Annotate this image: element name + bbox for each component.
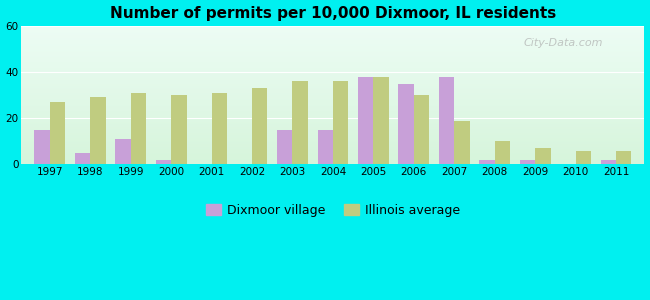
Title: Number of permits per 10,000 Dixmoor, IL residents: Number of permits per 10,000 Dixmoor, IL… bbox=[110, 6, 556, 21]
Bar bbox=[373, 77, 389, 164]
Bar bbox=[535, 148, 551, 164]
Bar bbox=[131, 93, 146, 164]
Bar bbox=[333, 81, 348, 164]
Bar bbox=[50, 102, 65, 164]
Bar bbox=[495, 141, 510, 164]
Bar bbox=[90, 98, 105, 164]
Bar bbox=[75, 153, 90, 164]
Bar bbox=[252, 88, 267, 164]
Bar bbox=[576, 151, 591, 164]
Bar bbox=[34, 130, 50, 164]
Bar bbox=[480, 160, 495, 164]
Bar bbox=[616, 151, 632, 164]
Bar bbox=[358, 77, 373, 164]
Legend: Dixmoor village, Illinois average: Dixmoor village, Illinois average bbox=[201, 199, 465, 222]
Bar bbox=[439, 77, 454, 164]
Bar bbox=[277, 130, 292, 164]
Bar bbox=[398, 84, 414, 164]
Bar bbox=[601, 160, 616, 164]
Bar bbox=[171, 95, 187, 164]
Bar bbox=[454, 121, 470, 164]
Bar bbox=[292, 81, 308, 164]
Bar bbox=[520, 160, 535, 164]
Bar bbox=[115, 139, 131, 164]
Bar bbox=[414, 95, 429, 164]
Bar bbox=[156, 160, 171, 164]
Bar bbox=[212, 93, 227, 164]
Text: City-Data.com: City-Data.com bbox=[524, 38, 603, 47]
Bar bbox=[318, 130, 333, 164]
